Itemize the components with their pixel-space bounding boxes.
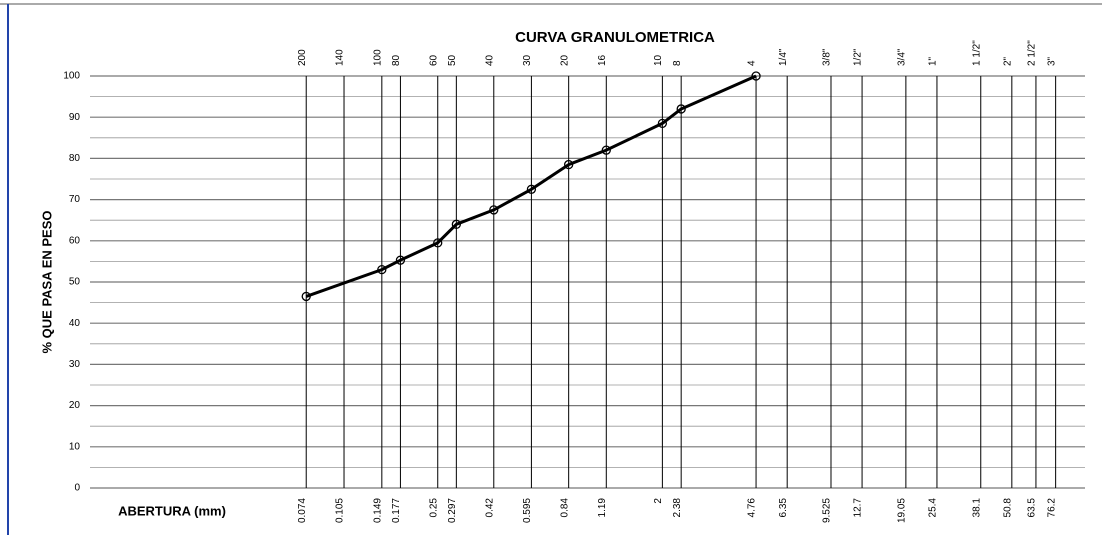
data-point [433, 238, 443, 248]
sieve-label: 16 [597, 54, 608, 66]
sieve-label: 140 [335, 49, 346, 66]
sieve-label: 40 [484, 54, 495, 66]
x-tick-label: 63.5 [1027, 498, 1038, 518]
data-point [489, 205, 499, 215]
y-tick-label: 30 [69, 359, 81, 370]
y-axis-label: % QUE PASA EN PESO [39, 210, 54, 353]
sieve-label: 1/2" [853, 48, 864, 66]
sieve-label: 8 [672, 60, 683, 66]
sieve-label: 2" [1002, 56, 1013, 66]
sieve-label: 60 [428, 54, 439, 66]
sieve-label: 20 [559, 54, 570, 66]
x-tick-label: 25.4 [928, 498, 939, 518]
y-tick-label: 10 [69, 441, 81, 452]
sieve-label: 10 [653, 54, 664, 66]
data-point [301, 291, 311, 302]
y-tick-label: 50 [69, 277, 81, 288]
x-tick-label: 0.105 [335, 498, 346, 523]
sieve-label: 1" [928, 56, 939, 66]
sieve-label: 3/4" [897, 48, 908, 66]
data-point [676, 104, 686, 114]
sieve-label: 4 [747, 60, 758, 66]
y-tick-label: 70 [69, 194, 81, 205]
sieve-label: 2 1/2" [1027, 40, 1038, 66]
sieve-label: 200 [297, 49, 308, 66]
y-tick-label: 20 [69, 400, 81, 411]
y-tick-label: 100 [63, 71, 80, 82]
data-point [751, 71, 761, 81]
sieve-label: 3/8" [822, 48, 833, 66]
x-tick-label: 0.25 [428, 498, 439, 518]
data-point [657, 118, 668, 129]
data-point [526, 184, 537, 194]
data-point [564, 159, 574, 170]
y-tick-label: 40 [69, 318, 81, 329]
y-tick-label: 0 [74, 483, 80, 494]
x-tick-label: 2.38 [672, 498, 683, 518]
chart-title: CURVA GRANULOMETRICA [515, 29, 715, 46]
y-tick-label: 60 [69, 235, 81, 246]
y-tick-label: 90 [69, 112, 81, 123]
x-tick-label: 0.595 [522, 498, 533, 523]
x-tick-label: 0.297 [447, 498, 458, 523]
x-tick-label: 9.525 [822, 498, 833, 523]
data-point [395, 255, 406, 265]
x-tick-label: 19.05 [897, 498, 908, 523]
sieve-label: 1 1/2" [971, 40, 982, 66]
x-tick-label: 0.149 [372, 498, 383, 523]
data-point [451, 219, 461, 229]
x-tick-label: 1.19 [597, 498, 608, 518]
x-tick-label: 38.1 [971, 498, 982, 518]
sieve-label: 1/4" [778, 48, 789, 66]
x-tick-label: 0.177 [391, 498, 402, 523]
x-tick-label: 0.42 [484, 498, 495, 518]
x-axis-label: ABERTURA (mm) [118, 503, 226, 518]
x-tick-label: 0.074 [297, 498, 308, 523]
x-tick-label: 12.7 [853, 498, 864, 518]
y-tick-label: 80 [69, 153, 81, 164]
x-tick-label: 50.8 [1002, 498, 1013, 518]
x-tick-label: 2 [653, 498, 664, 504]
x-tick-label: 6.35 [778, 498, 789, 518]
data-point [601, 145, 611, 155]
x-tick-label: 4.76 [747, 498, 758, 518]
x-tick-label: 0.84 [559, 498, 570, 518]
sieve-label: 3" [1046, 56, 1057, 66]
sieve-label: 100 [372, 49, 383, 66]
sieve-label: 50 [447, 54, 458, 66]
data-point [377, 264, 387, 275]
sieve-label: 30 [522, 54, 533, 66]
sieve-label: 80 [391, 54, 402, 66]
x-tick-label: 76.2 [1046, 498, 1057, 518]
